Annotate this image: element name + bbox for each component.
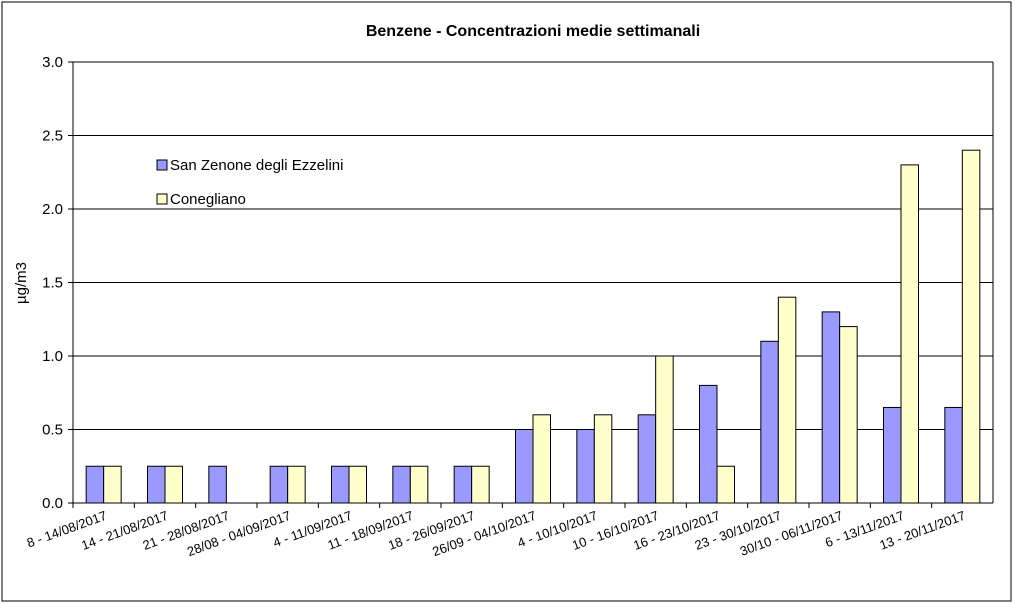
bar [331,465,350,504]
bar [164,465,183,504]
bar [85,465,105,504]
bar [147,465,166,504]
bar [883,406,902,504]
bar [576,429,595,504]
bar [637,414,657,504]
bar [208,465,227,504]
bar [392,465,411,504]
bar [453,465,473,504]
bar [900,164,919,504]
bar [593,414,613,504]
chart-title: Benzene - Concentrazioni medie settimana… [366,23,700,40]
bar [961,149,981,504]
y-tick-label: 1.5 [42,275,63,292]
bar [821,311,841,504]
y-tick-label: 0.5 [42,422,63,439]
bar [699,384,718,504]
bar [839,326,858,504]
bar [287,465,306,504]
legend-swatch [156,159,168,171]
bar [944,406,963,504]
bar [716,465,735,504]
y-tick-label: 0.0 [42,495,63,512]
legend-swatch [156,193,168,205]
bar [532,414,551,504]
y-tick-label: 2.0 [42,201,63,218]
y-tick-label: 3.0 [42,54,63,71]
bar [655,355,674,504]
legend-label: Conegliano [170,191,246,208]
bar [515,429,534,504]
bar [348,465,367,504]
bar [103,465,122,504]
y-tick-label: 2.5 [42,128,63,145]
bar [777,296,797,504]
y-tick-label: 1.0 [42,348,63,365]
legend-label: San Zenone degli Ezzelini [170,157,343,174]
y-axis-label: µg/m3 [13,262,30,304]
bar [471,465,490,504]
bar [409,465,429,504]
bar [269,465,289,504]
bar [760,340,779,504]
